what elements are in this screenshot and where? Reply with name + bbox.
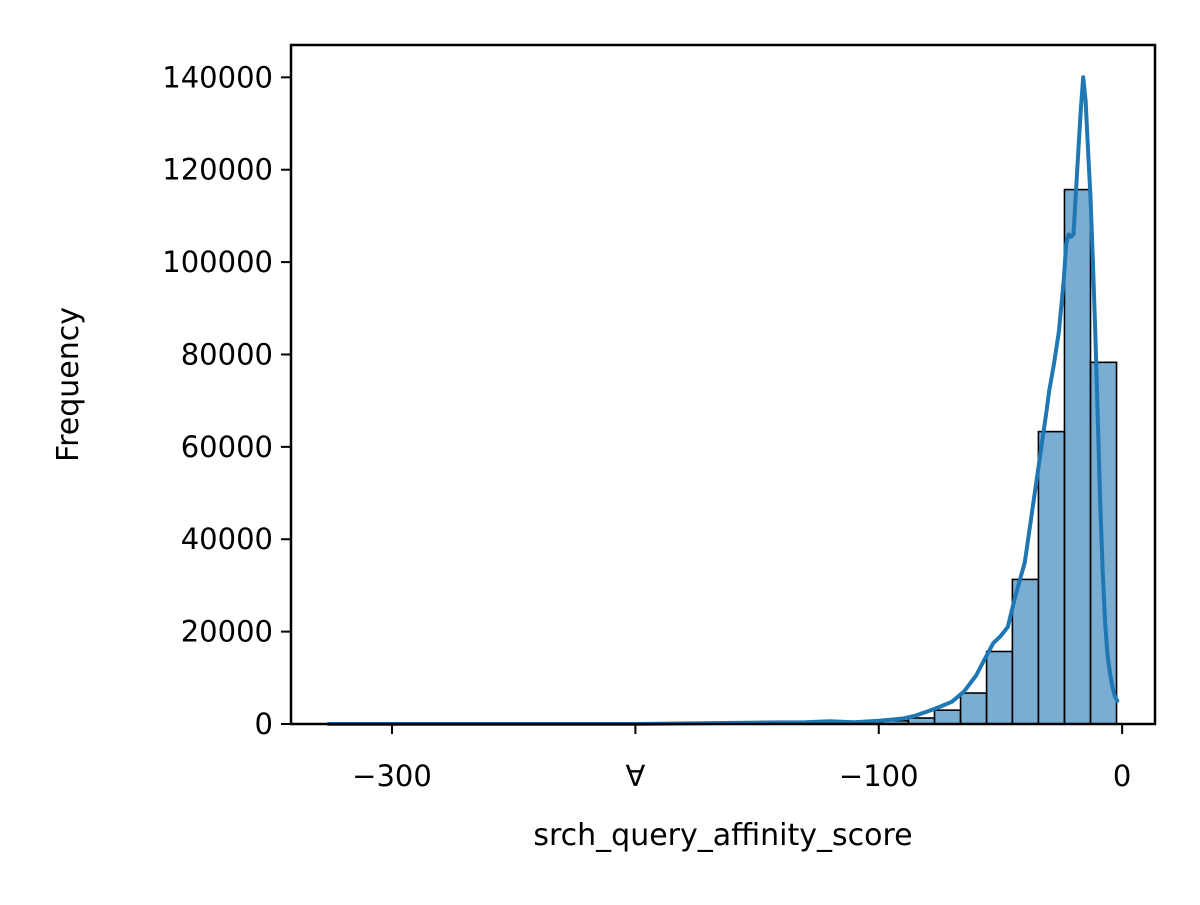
y-tick-label: 40000 [181, 522, 273, 556]
histogram-bars [803, 188, 1118, 725]
x-tick-label: ∀ [625, 759, 645, 793]
density-curve [326, 75, 1120, 726]
y-tick-label: 140000 [162, 60, 273, 94]
plot-frame [289, 43, 1157, 726]
x-tick-label: −100 [839, 759, 919, 793]
histogram-bar-8 [1011, 578, 1040, 725]
y-tick-label: 100000 [162, 245, 273, 279]
y-tick-label: 80000 [181, 337, 273, 371]
y-tick-label: 120000 [162, 153, 273, 187]
histogram-bar-9 [1037, 430, 1066, 725]
y-tick-label: 20000 [181, 615, 273, 649]
y-axis-ticks: 0 20000 40000 60000 80000 100000 120000 140000 [162, 60, 291, 741]
y-tick-label: 0 [255, 707, 273, 741]
y-tick-label: 60000 [181, 430, 273, 464]
y-axis-label: Frequency [51, 307, 86, 462]
x-axis-label: srch_query_affinity_score [533, 818, 912, 853]
histogram-bar-10 [1063, 188, 1092, 725]
x-tick-label: 0 [1113, 759, 1131, 793]
histogram-bar-6 [959, 692, 988, 725]
density-curve-layer [326, 75, 1120, 726]
histogram-bar-7 [985, 650, 1014, 725]
x-axis-ticks: −300 ∀ −100 0 [352, 724, 1131, 793]
x-tick-label: −300 [352, 759, 432, 793]
histogram-bar-5 [933, 709, 962, 725]
